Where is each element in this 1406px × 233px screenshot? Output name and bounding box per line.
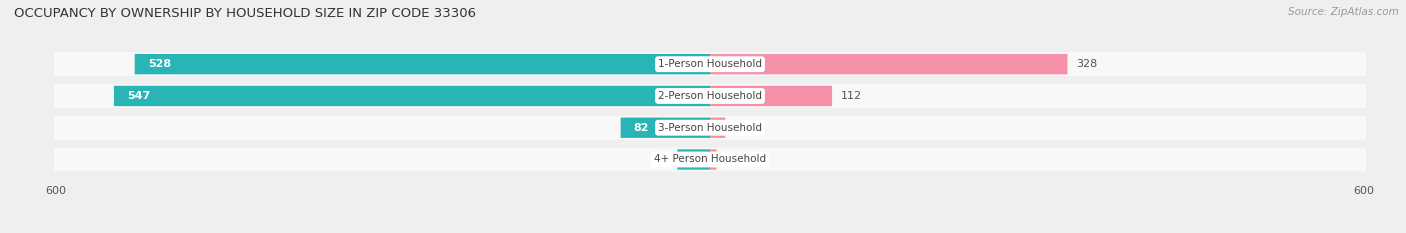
FancyBboxPatch shape bbox=[710, 86, 832, 106]
Text: 3-Person Household: 3-Person Household bbox=[658, 123, 762, 133]
FancyBboxPatch shape bbox=[53, 52, 1367, 76]
FancyBboxPatch shape bbox=[710, 54, 1067, 74]
Text: Source: ZipAtlas.com: Source: ZipAtlas.com bbox=[1288, 7, 1399, 17]
Text: 82: 82 bbox=[634, 123, 650, 133]
Text: OCCUPANCY BY OWNERSHIP BY HOUSEHOLD SIZE IN ZIP CODE 33306: OCCUPANCY BY OWNERSHIP BY HOUSEHOLD SIZE… bbox=[14, 7, 477, 20]
FancyBboxPatch shape bbox=[710, 118, 725, 138]
Text: 1-Person Household: 1-Person Household bbox=[658, 59, 762, 69]
FancyBboxPatch shape bbox=[678, 149, 710, 170]
Text: 328: 328 bbox=[1076, 59, 1098, 69]
FancyBboxPatch shape bbox=[114, 86, 710, 106]
FancyBboxPatch shape bbox=[620, 118, 710, 138]
Text: 2-Person Household: 2-Person Household bbox=[658, 91, 762, 101]
FancyBboxPatch shape bbox=[135, 54, 710, 74]
FancyBboxPatch shape bbox=[53, 84, 1367, 108]
Text: 30: 30 bbox=[690, 154, 706, 164]
Text: 6: 6 bbox=[725, 154, 733, 164]
Text: 4+ Person Household: 4+ Person Household bbox=[654, 154, 766, 164]
Text: 547: 547 bbox=[127, 91, 150, 101]
FancyBboxPatch shape bbox=[710, 149, 717, 170]
Text: 14: 14 bbox=[734, 123, 748, 133]
FancyBboxPatch shape bbox=[53, 116, 1367, 140]
Text: 528: 528 bbox=[148, 59, 172, 69]
FancyBboxPatch shape bbox=[53, 147, 1367, 171]
Text: 112: 112 bbox=[841, 91, 862, 101]
